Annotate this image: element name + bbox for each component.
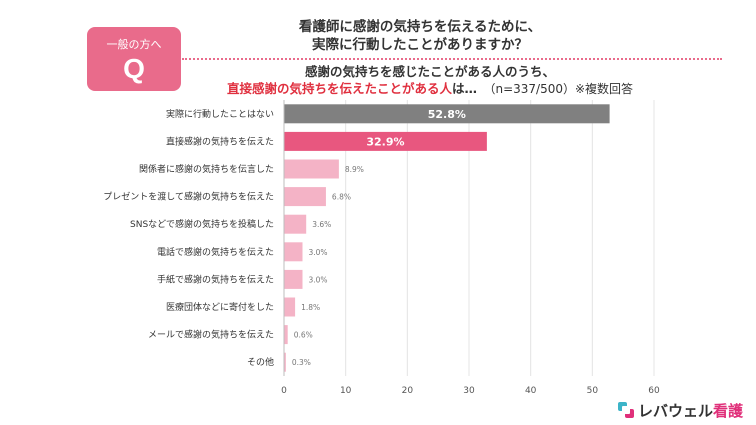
x-tick-label: 30 — [463, 386, 475, 396]
data-label: 3.0% — [309, 275, 328, 284]
dotted-divider — [182, 58, 722, 60]
x-tick-label: 10 — [340, 386, 352, 396]
subtitle-suffix: は… — [451, 81, 477, 96]
bar — [284, 352, 286, 372]
category-label: 直接感謝の気持ちを伝えた — [166, 135, 274, 147]
audience-label: 一般の方へ — [106, 38, 162, 51]
bar — [284, 104, 610, 124]
question-badge: 一般の方へ Q — [87, 27, 181, 91]
logo-text-accent: 看護 — [713, 401, 744, 420]
chart-subtitle: 感謝の気持ちを感じたことがある人のうち、 直接感謝の気持ちを伝えたことがある人は… — [180, 63, 680, 98]
subtitle-line2: 直接感謝の気持ちを伝えたことがある人は… （n=337/500）※複数回答 — [180, 80, 680, 98]
data-label: 8.9% — [345, 165, 364, 174]
x-tick-label: 0 — [281, 386, 287, 396]
sample-note: （n=337/500）※複数回答 — [489, 82, 634, 96]
data-label: 3.6% — [312, 220, 331, 229]
category-label: その他 — [247, 356, 274, 368]
x-tick-label: 50 — [587, 386, 599, 396]
bar — [284, 297, 296, 317]
question-title: 看護師に感謝の気持ちを伝えるために、 実際に行動したことがありますか？ — [210, 18, 630, 54]
data-label: 1.8% — [301, 303, 320, 312]
logo-icon — [618, 402, 634, 418]
bar — [284, 242, 303, 262]
data-label: 0.3% — [292, 358, 311, 367]
brand-logo: レバウェル看護 — [617, 399, 743, 421]
category-label: プレゼントを渡して感謝の気持ちを伝えた — [103, 191, 274, 203]
bar — [284, 325, 288, 345]
bar — [284, 269, 303, 289]
category-label: SNSなどで感謝の気持ちを投稿した — [130, 218, 274, 230]
category-label: 実際に行動したことはない — [166, 108, 274, 120]
x-tick-label: 60 — [648, 386, 660, 396]
bar — [284, 214, 307, 234]
bar — [284, 131, 487, 151]
bar — [284, 187, 326, 207]
data-label: 0.6% — [294, 331, 313, 340]
category-label: メールで感謝の気持ちを伝えた — [148, 329, 274, 341]
logo-text: レバウェル看護 — [638, 400, 743, 421]
category-label: 医療団体などに寄付をした — [166, 301, 274, 313]
x-tick-label: 40 — [525, 386, 537, 396]
category-label: 関係者に感謝の気持ちを伝言した — [139, 163, 274, 175]
category-label: 電話で感謝の気持ちを伝えた — [157, 246, 274, 258]
logo-text-main: レバウェル — [638, 401, 714, 420]
subtitle-line1: 感謝の気持ちを感じたことがある人のうち、 — [304, 64, 555, 79]
bar — [284, 159, 339, 179]
x-tick-label: 20 — [402, 386, 414, 396]
category-label: 手紙で感謝の気持ちを伝えた — [157, 273, 274, 285]
data-label: 6.8% — [332, 193, 351, 202]
data-label: 52.8% — [428, 108, 466, 121]
question-letter: Q — [123, 53, 145, 84]
data-label: 32.9% — [366, 135, 404, 148]
question-title-line2: 実際に行動したことがありますか？ — [312, 37, 528, 53]
data-label: 3.0% — [309, 248, 328, 257]
subtitle-highlight: 直接感謝の気持ちを伝えたことがある人 — [226, 81, 452, 96]
question-title-line1: 看護師に感謝の気持ちを伝えるために、 — [298, 19, 542, 35]
